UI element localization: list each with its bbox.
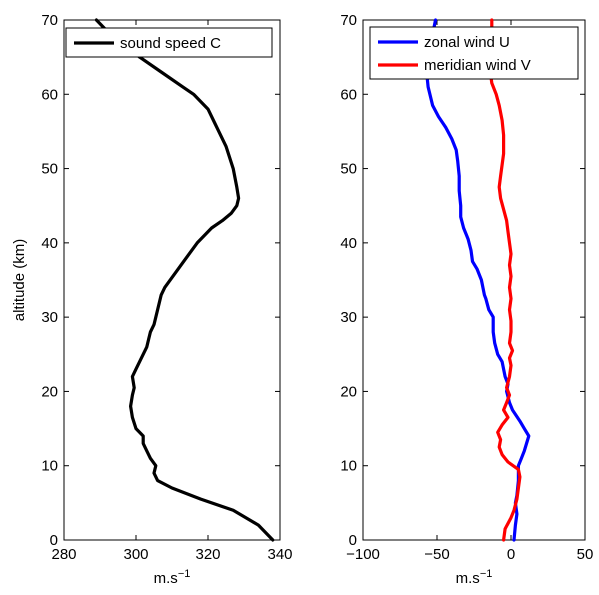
legend-entry: zonal wind U xyxy=(424,34,510,51)
legend: sound speed C xyxy=(65,27,273,58)
y-tick-label: 60 xyxy=(41,86,58,103)
y-tick-label: 10 xyxy=(41,458,58,475)
y-tick-label: 20 xyxy=(41,383,58,400)
legend-entry: meridian wind V xyxy=(424,57,531,74)
y-tick-label: 0 xyxy=(349,532,357,549)
legend: zonal wind U meridian wind V xyxy=(369,26,579,80)
y-tick-label: 10 xyxy=(340,458,357,475)
x-tick-label: 340 xyxy=(267,546,292,563)
y-tick-label: 50 xyxy=(340,161,357,178)
x-tick-label: 0 xyxy=(507,546,515,563)
x-axis-label: m.s−1 xyxy=(154,568,191,587)
x-tick-label: 300 xyxy=(123,546,148,563)
y-axis-label: altitude (km) xyxy=(11,239,28,322)
x-tick-label: −100 xyxy=(346,546,380,563)
series-line-1 xyxy=(94,18,275,542)
series-line-2 xyxy=(488,18,522,542)
y-tick-label: 20 xyxy=(340,383,357,400)
series-line-1 xyxy=(425,18,531,542)
legend-entry: sound speed C xyxy=(120,35,221,52)
x-axis-label: m.s−1 xyxy=(456,568,493,587)
y-tick-label: 60 xyxy=(340,86,357,103)
y-tick-label: 70 xyxy=(340,12,357,29)
y-tick-label: 30 xyxy=(340,309,357,326)
y-tick-label: 0 xyxy=(50,532,58,549)
wind-panel: −100 −50 0 50 0 10 20 30 40 50 60 70 m.s−1 zonal wind… xyxy=(340,12,593,587)
sound-speed-panel: 280 300 320 340 0 10 20 30 40 50 60 70 m.s−1 altitude… xyxy=(11,12,293,587)
x-tick-label: −50 xyxy=(424,546,449,563)
legend-box xyxy=(369,26,579,80)
x-tick-label: 50 xyxy=(577,546,594,563)
y-tick-label: 50 xyxy=(41,161,58,178)
plot-area xyxy=(362,19,586,541)
y-tick-label: 40 xyxy=(340,235,357,252)
y-tick-label: 30 xyxy=(41,309,58,326)
x-tick-label: 320 xyxy=(195,546,220,563)
y-tick-label: 40 xyxy=(41,235,58,252)
x-tick-label: 280 xyxy=(51,546,76,563)
y-tick-label: 70 xyxy=(41,12,58,29)
